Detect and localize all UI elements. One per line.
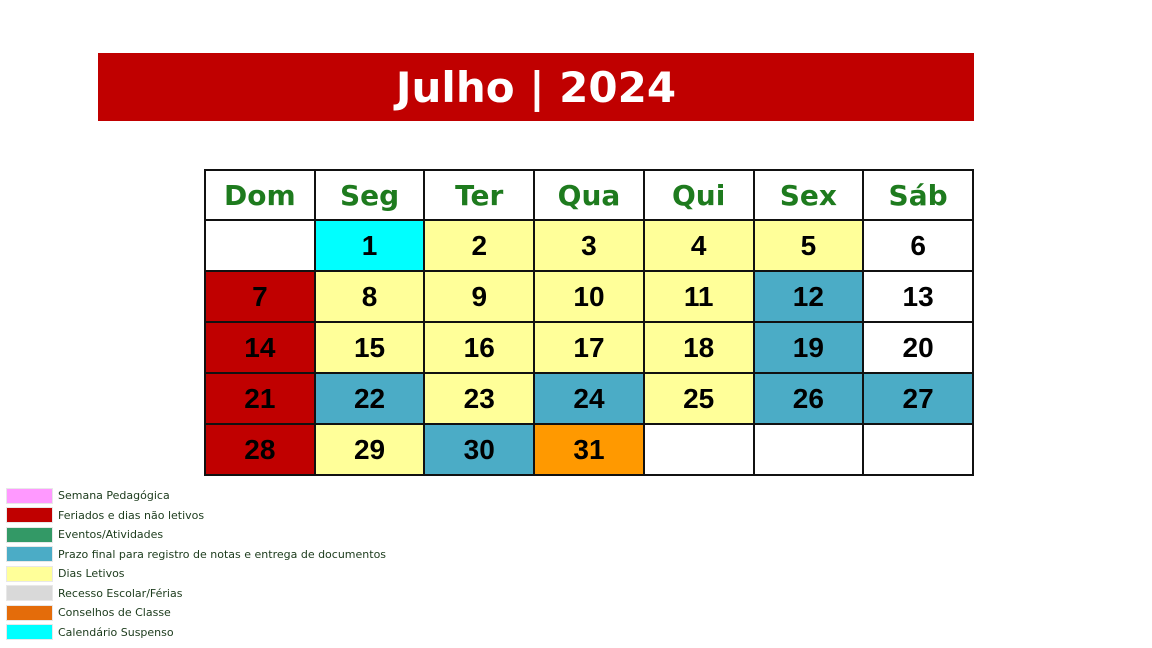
day-cell: 8 (313, 270, 426, 323)
weekday-header: Sex (752, 169, 865, 221)
legend-label: Eventos/Atividades (58, 528, 164, 542)
day-cell: 6 (862, 219, 974, 272)
week-row: 28 29 30 31 (204, 423, 974, 476)
calendar-grid: Dom Seg Ter Qua Qui Sex Sáb 1 2 3 4 5 6 7 8 9 10 1… (204, 169, 974, 476)
legend-swatch (6, 565, 53, 582)
legend-item: Conselhos de Classe (6, 603, 386, 623)
day-cell: 2 (423, 219, 536, 272)
day-cell: 10 (533, 270, 645, 323)
legend-item: Semana Pedagógica (6, 486, 386, 506)
legend-label: Prazo final para registro de notas e ent… (58, 547, 387, 561)
day-cell: 23 (423, 372, 536, 425)
day-cell: 26 (752, 372, 865, 425)
legend-swatch (6, 487, 53, 504)
day-cell: 3 (533, 219, 645, 272)
day-cell: 28 (204, 423, 316, 476)
day-cell: 24 (533, 372, 645, 425)
day-cell: 18 (642, 321, 755, 374)
day-cell: 13 (862, 270, 974, 323)
month-title: Julho | 2024 (395, 62, 677, 112)
week-row: 14 15 16 17 18 19 20 (204, 321, 974, 374)
day-cell: 12 (752, 270, 865, 323)
empty-day-cell (642, 423, 755, 476)
day-cell: 7 (204, 270, 316, 323)
legend-item: Dias Letivos (6, 564, 386, 584)
day-cell: 14 (204, 321, 316, 374)
weekday-header-row: Dom Seg Ter Qua Qui Sex Sáb (204, 169, 974, 221)
empty-day-cell (862, 423, 974, 476)
weekday-header: Ter (423, 169, 536, 221)
day-cell: 30 (423, 423, 536, 476)
weekday-header: Dom (204, 169, 316, 221)
week-row: 7 8 9 10 11 12 13 (204, 270, 974, 323)
day-cell: 25 (642, 372, 755, 425)
weekday-header: Qua (533, 169, 645, 221)
legend-swatch (6, 546, 53, 563)
day-cell: 19 (752, 321, 865, 374)
day-cell: 20 (862, 321, 974, 374)
day-cell: 5 (752, 219, 865, 272)
legend-label: Semana Pedagógica (58, 489, 170, 503)
day-cell: 16 (423, 321, 536, 374)
weekday-header: Sáb (862, 169, 974, 221)
day-cell: 11 (642, 270, 755, 323)
empty-day-cell (752, 423, 865, 476)
day-cell: 27 (862, 372, 974, 425)
day-cell: 31 (533, 423, 645, 476)
empty-day-cell (204, 219, 316, 272)
day-cell: 22 (313, 372, 426, 425)
day-cell: 17 (533, 321, 645, 374)
legend-label: Dias Letivos (58, 567, 125, 581)
weekday-header: Seg (313, 169, 426, 221)
day-cell: 4 (642, 219, 755, 272)
legend-swatch (6, 507, 53, 524)
legend-label: Conselhos de Classe (58, 606, 171, 620)
day-cell: 29 (313, 423, 426, 476)
legend-item: Recesso Escolar/Férias (6, 584, 386, 604)
legend-item: Prazo final para registro de notas e ent… (6, 545, 386, 565)
day-cell: 21 (204, 372, 316, 425)
legend-swatch (6, 604, 53, 621)
legend-label: Feriados e dias não letivos (58, 508, 205, 522)
weekday-header: Qui (642, 169, 755, 221)
day-cell: 15 (313, 321, 426, 374)
legend-item: Eventos/Atividades (6, 525, 386, 545)
week-row: 21 22 23 24 25 26 27 (204, 372, 974, 425)
legend-swatch (6, 585, 53, 602)
month-title-bar: Julho | 2024 (98, 53, 974, 121)
legend-label: Recesso Escolar/Férias (58, 586, 183, 600)
legend: Semana Pedagógica Feriados e dias não let… (6, 486, 386, 642)
legend-item: Calendário Suspenso (6, 623, 386, 643)
legend-item: Feriados e dias não letivos (6, 506, 386, 526)
legend-swatch (6, 624, 53, 641)
legend-swatch (6, 526, 53, 543)
legend-label: Calendário Suspenso (58, 625, 174, 639)
day-cell: 9 (423, 270, 536, 323)
day-cell: 1 (313, 219, 426, 272)
